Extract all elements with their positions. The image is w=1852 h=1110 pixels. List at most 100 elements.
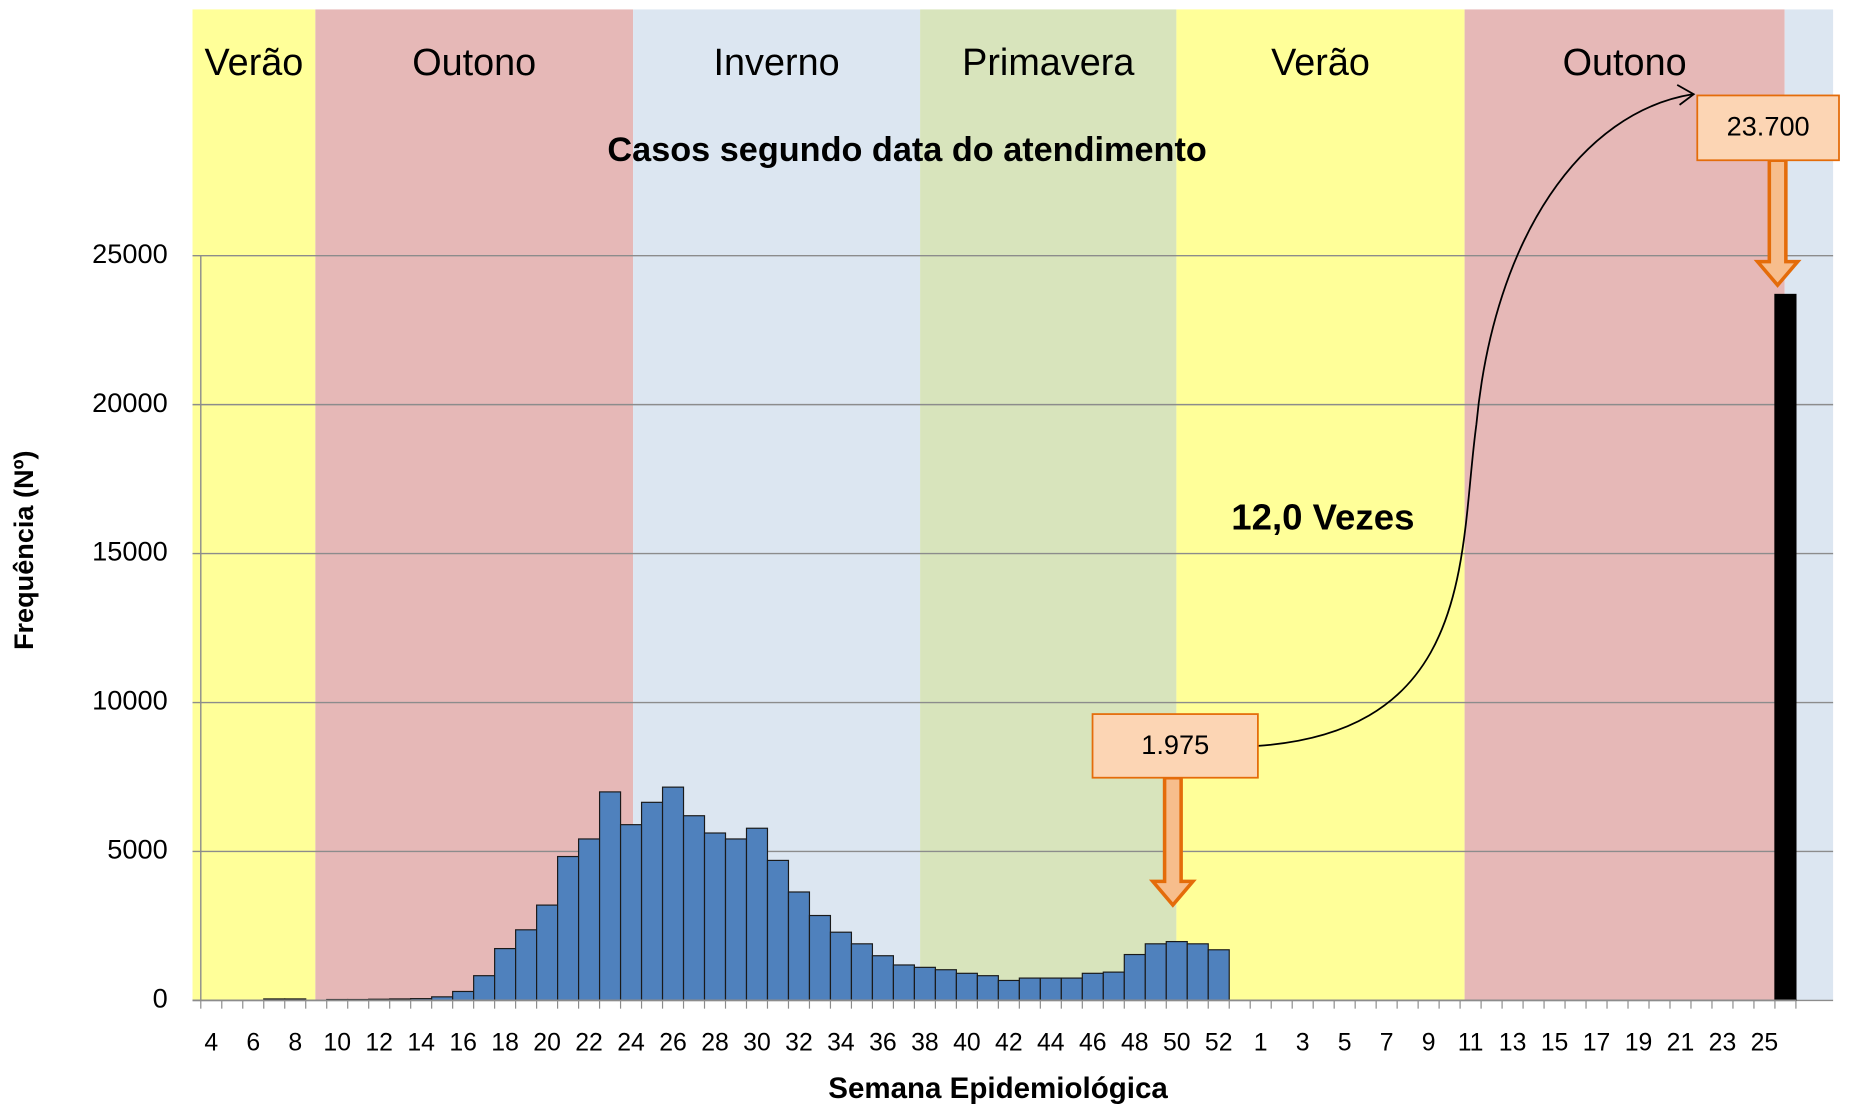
x-tick-label: 50 [1163,1030,1191,1057]
bar [598,791,622,1002]
x-tick-label: 7 [1380,1030,1394,1057]
bar [1144,943,1167,1002]
y-tick-label: 0 [153,983,168,1014]
bar [1102,971,1125,1002]
x-tick-label: 13 [1499,1030,1527,1057]
x-tick-label: 40 [953,1030,981,1057]
bar [745,827,769,1002]
y-tick-label: 25000 [92,238,168,269]
bar [557,855,580,1002]
x-tick-label: 32 [785,1030,813,1057]
bar [577,838,601,1002]
y-tick-label: 10000 [92,685,168,716]
x-tick-label: 46 [1079,1030,1107,1057]
x-tick-label: 36 [869,1030,897,1057]
bar [1018,977,1041,1002]
x-tick-label: 8 [288,1030,302,1057]
bar [913,966,936,1002]
x-tick-label: 52 [1205,1030,1233,1057]
bar [682,815,706,1002]
x-tick-label: 1 [1254,1030,1268,1057]
x-tick-label: 9 [1422,1030,1436,1057]
bar [829,931,853,1002]
bar [1207,949,1230,1002]
x-tick-label: 15 [1541,1030,1569,1057]
bar [976,975,999,1002]
bar [536,904,559,1002]
x-tick-label: 10 [323,1030,351,1057]
bar [640,801,664,1002]
bar [955,972,978,1002]
arrow [1753,158,1802,288]
season-label: Inverno [714,41,840,83]
annotation: 1.975 [1141,729,1209,760]
bar [494,947,517,1002]
x-tick-label: 16 [449,1030,477,1057]
x-tick-label: 23 [1709,1030,1737,1057]
bar [1039,977,1062,1002]
bar [997,979,1020,1002]
bar [515,929,538,1002]
bar [892,964,915,1002]
y-tick-label: 5000 [107,834,167,865]
season-band [315,9,634,1001]
x-axis-label: Semana Epidemiológica [828,1072,1168,1105]
x-tick-label: 24 [617,1030,645,1057]
bar [850,943,874,1002]
season-label: Verão [1271,41,1370,83]
y-axis-label: Frequência (Nº) [8,450,39,650]
x-tick-label: 14 [407,1030,435,1057]
season-band [1464,9,1785,1001]
bar [766,859,790,1002]
season-label: Primavera [962,41,1134,83]
x-tick-label: 34 [827,1030,855,1057]
bar [808,914,832,1002]
x-tick-label: 12 [365,1030,393,1057]
x-tick-label: 4 [204,1030,218,1057]
x-tick-label: 21 [1667,1030,1695,1057]
bar [1060,977,1083,1002]
x-tick-label: 38 [911,1030,939,1057]
annotation-box [1696,94,1840,162]
bar [934,969,957,1002]
x-tick-label: 18 [491,1030,519,1057]
x-tick-label: 44 [1037,1030,1065,1057]
bar [452,990,475,1002]
season-band [1176,9,1465,1001]
x-tick-label: 11 [1458,1030,1484,1057]
bar [703,832,727,1002]
season-label: Outono [412,41,536,83]
x-tick-label: 19 [1625,1030,1653,1057]
x-tick-label: 20 [533,1030,561,1057]
season-label: Verão [205,41,304,83]
x-tick-label: 42 [995,1030,1023,1057]
annotation: 12,0 Vezes [1231,496,1414,537]
bar [1165,940,1188,1002]
x-tick-label: 3 [1296,1030,1310,1057]
x-tick-label: 25 [1751,1030,1779,1057]
connector [1257,93,1693,747]
season-label: Outono [1563,41,1687,83]
bar [871,955,895,1002]
x-tick-label: 5 [1338,1030,1352,1057]
x-tick-label: 22 [575,1030,603,1057]
season-band [920,9,1177,1001]
arrow [1148,775,1197,908]
x-tick-label: 28 [701,1030,729,1057]
x-tick-label: 26 [659,1030,687,1057]
bar [724,838,748,1002]
bar [473,975,496,1002]
bar [1123,953,1146,1002]
x-tick-label: 17 [1583,1030,1611,1057]
x-tick-label: 30 [743,1030,771,1057]
x-tick-label: 48 [1121,1030,1149,1057]
bar [1774,293,1797,1002]
bar [1081,972,1104,1002]
connector-head [1676,84,1696,106]
annotation: 23.700 [1727,111,1810,142]
bar [1186,943,1209,1002]
y-tick-label: 15000 [92,536,168,567]
chart-title: Casos segundo data do atendimento [607,131,1206,169]
